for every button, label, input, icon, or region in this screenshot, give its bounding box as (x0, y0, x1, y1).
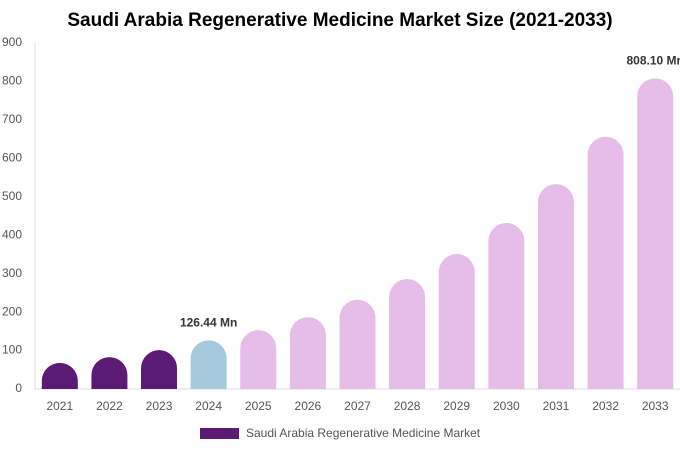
bar (488, 222, 525, 389)
bar (91, 357, 128, 389)
bar (41, 362, 78, 389)
chart-title: Saudi Arabia Regenerative Medicine Marke… (67, 10, 612, 31)
bar (438, 254, 475, 389)
x-tick-label: 2023 (146, 399, 173, 413)
y-tick-label: 100 (2, 343, 22, 357)
x-tick-label: 2025 (245, 399, 272, 413)
bar (587, 136, 624, 389)
y-tick-label: 600 (2, 151, 22, 165)
y-tick-label: 400 (2, 227, 22, 241)
value-label: 126.44 Mn (180, 316, 237, 330)
bar (289, 317, 326, 389)
x-tick-label: 2022 (96, 399, 123, 413)
y-tick-label: 800 (2, 74, 22, 88)
x-tick-label: 2031 (543, 399, 570, 413)
y-tick-label: 500 (2, 189, 22, 203)
x-tick-label: 2021 (46, 399, 73, 413)
y-tick-label: 200 (2, 304, 22, 318)
x-tick-label: 2029 (443, 399, 470, 413)
x-tick-label: 2033 (642, 399, 669, 413)
bar (389, 279, 426, 389)
bar (141, 350, 178, 389)
bar (190, 340, 227, 389)
legend-swatch (200, 428, 239, 439)
bar (339, 299, 376, 389)
bar (240, 330, 277, 389)
legend-label: Saudi Arabia Regenerative Medicine Marke… (246, 426, 481, 440)
x-tick-label: 2024 (195, 399, 222, 413)
y-tick-label: 700 (2, 112, 22, 126)
y-tick-label: 900 (2, 35, 22, 49)
x-tick-label: 2026 (295, 399, 322, 413)
x-tick-label: 2030 (493, 399, 520, 413)
value-label: 808.10 Mn (627, 54, 680, 68)
bar (637, 78, 674, 389)
y-tick-label: 300 (2, 266, 22, 280)
x-tick-label: 2028 (394, 399, 421, 413)
bar (537, 184, 574, 389)
x-tick-label: 2027 (344, 399, 371, 413)
x-tick-label: 2032 (592, 399, 619, 413)
y-tick-label: 0 (15, 381, 22, 395)
